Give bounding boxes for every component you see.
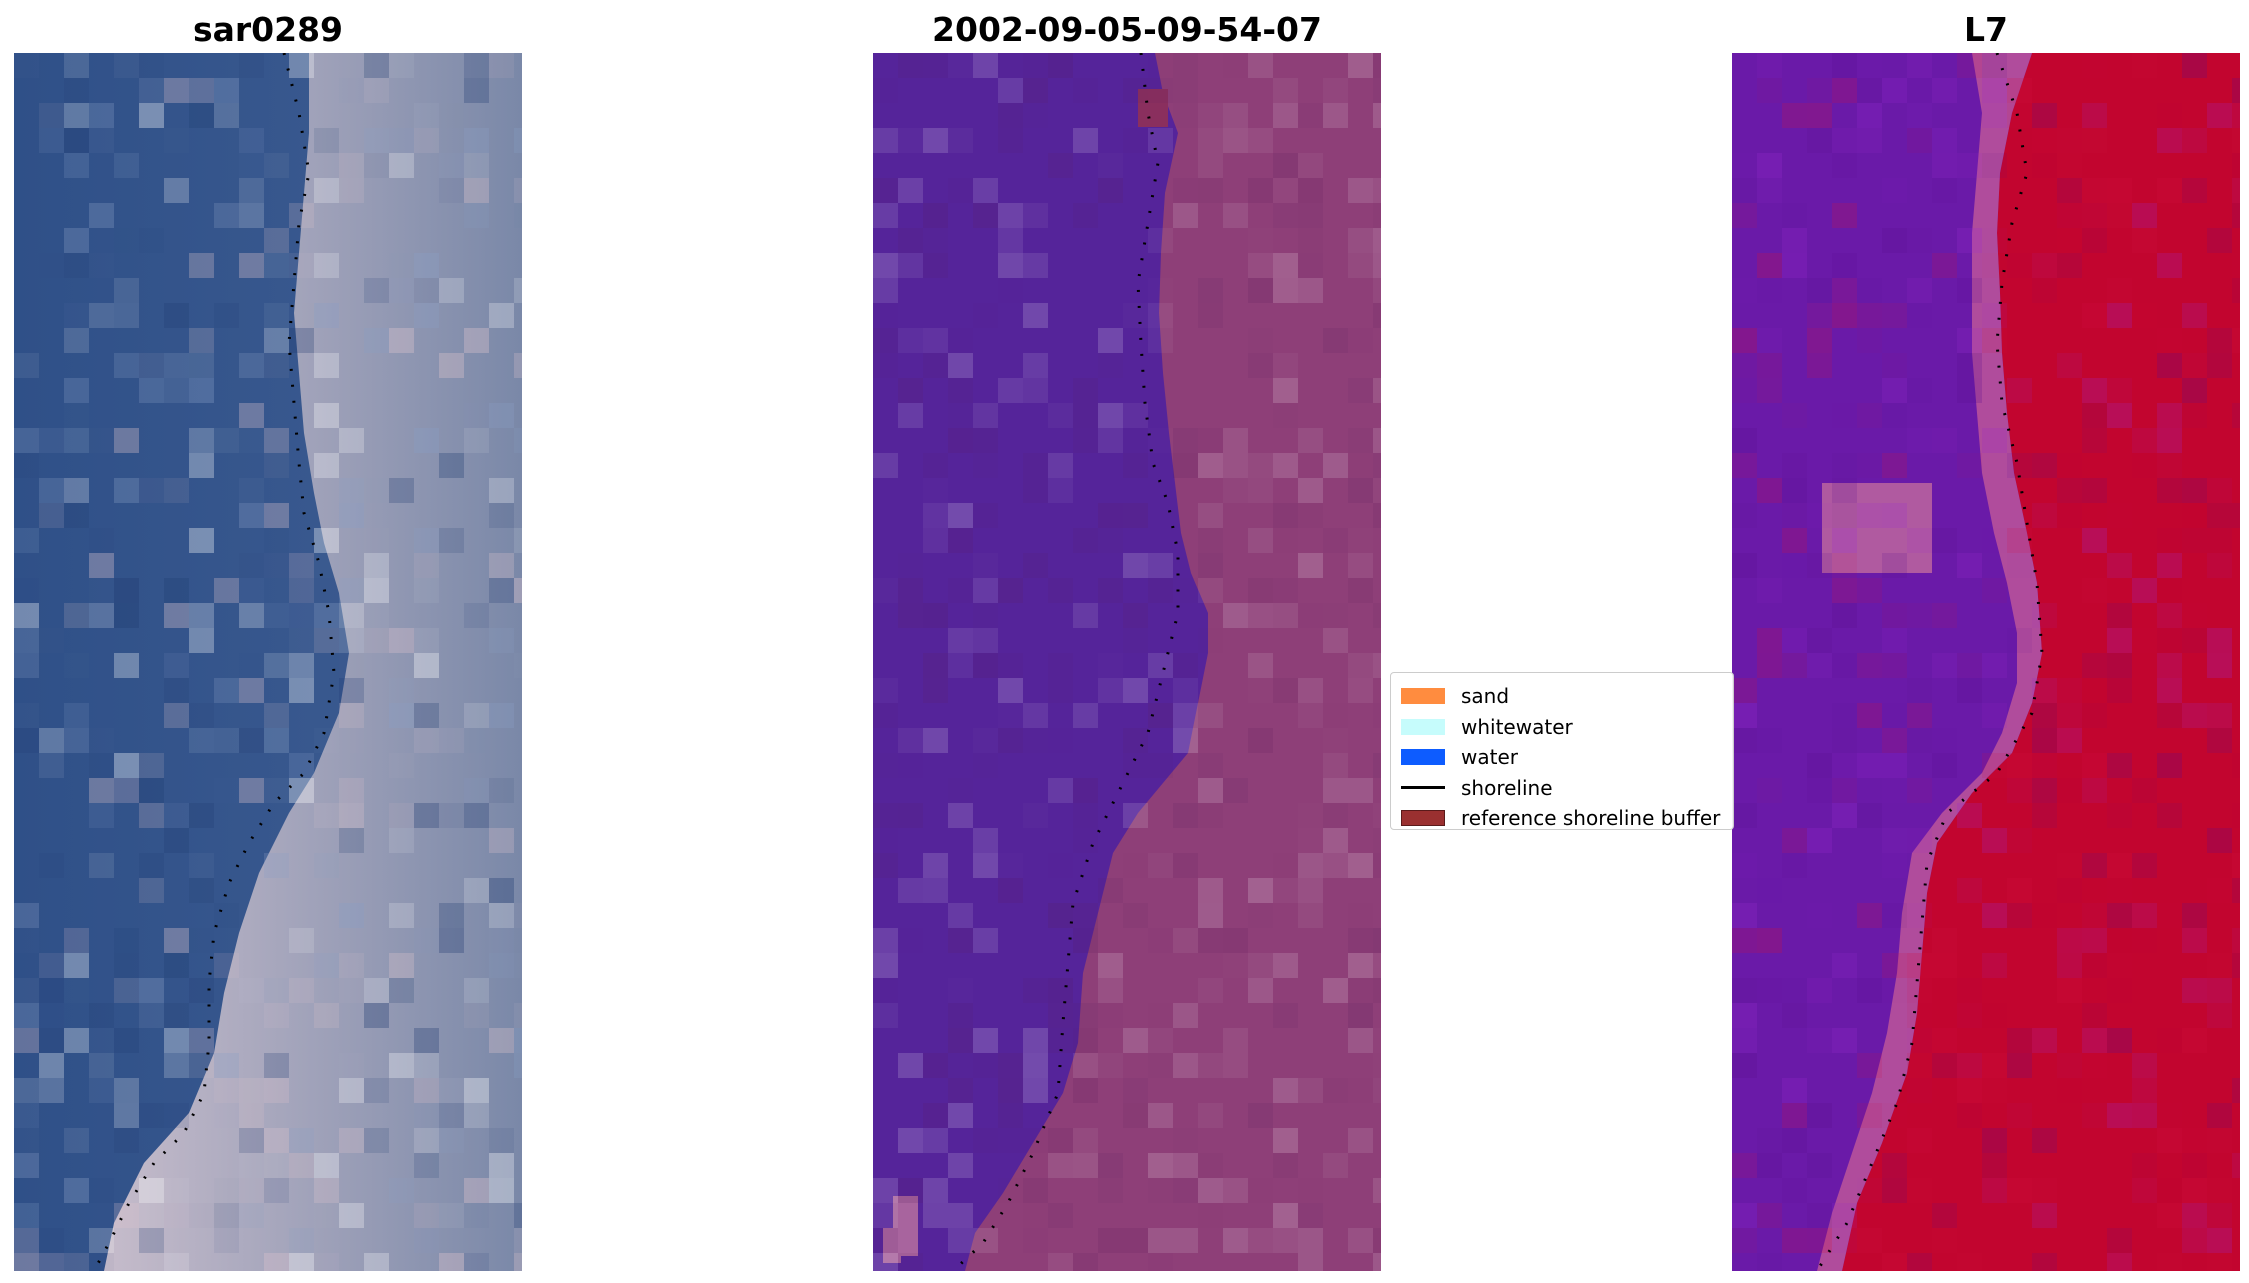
legend-item-sand: sand <box>1401 681 1723 712</box>
legend-label-sand: sand <box>1461 684 1510 709</box>
mndwi-image <box>1732 53 2240 1271</box>
classified-image <box>873 53 1381 1271</box>
right-panel-title: L7 <box>1964 10 2008 49</box>
legend-label-reference-buffer: reference shoreline buffer <box>1461 806 1721 831</box>
classified-pixel-texture <box>873 53 1381 1271</box>
sand-swatch <box>1401 688 1445 705</box>
mndwi-panel <box>1732 53 2240 1271</box>
legend: sand whitewater water shoreline referenc… <box>1390 672 1734 830</box>
left-panel-title: sar0289 <box>192 10 344 49</box>
shoreline-line-swatch <box>1401 786 1445 790</box>
mndwi-pixel-texture <box>1732 53 2240 1271</box>
shoreline-trace-classified <box>951 53 1180 1271</box>
rgb-pixel-texture <box>14 53 522 1271</box>
center-panel-title: 2002-09-05-09-54-07 <box>932 10 1322 49</box>
whitewater-swatch <box>1401 718 1445 735</box>
legend-item-shoreline: shoreline <box>1401 773 1723 804</box>
legend-item-reference-buffer: reference shoreline buffer <box>1401 803 1723 834</box>
legend-label-whitewater: whitewater <box>1461 714 1573 739</box>
shoreline-trace-mndwi <box>1815 53 2044 1271</box>
classification-panel <box>873 53 1381 1271</box>
rgb-image-panel <box>14 53 522 1271</box>
legend-label-shoreline: shoreline <box>1461 775 1553 800</box>
reference-buffer-swatch <box>1401 810 1445 827</box>
legend-item-water: water <box>1401 742 1723 773</box>
rgb-image <box>14 53 522 1271</box>
legend-label-water: water <box>1461 745 1518 770</box>
water-swatch <box>1401 749 1445 766</box>
legend-item-whitewater: whitewater <box>1401 712 1723 743</box>
